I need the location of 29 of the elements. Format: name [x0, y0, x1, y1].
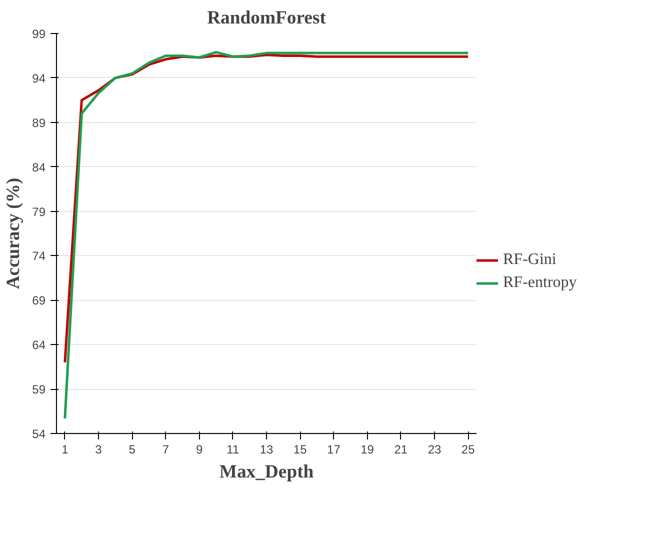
y-tick-label: 64 [32, 338, 46, 352]
x-tick-label: 25 [461, 442, 476, 456]
y-tick-label: 74 [32, 249, 46, 264]
y-tick-label: 54 [32, 427, 46, 441]
chart-title: RandomForest [207, 8, 327, 28]
x-axis-title: Max_Depth [219, 462, 314, 482]
y-tick-label: 84 [32, 160, 46, 174]
y-tick-label: 69 [32, 294, 46, 308]
y-tick-label: 79 [32, 204, 46, 219]
x-tick-label: 19 [360, 442, 374, 456]
legend-label: RF-entropy [503, 274, 577, 292]
x-tick-label: 15 [293, 442, 308, 456]
x-tick-label: 21 [394, 442, 408, 456]
legend-label: RF-Gini [503, 251, 556, 269]
x-tick-label: 13 [260, 442, 274, 456]
x-tick-label: 17 [327, 442, 341, 456]
x-tick-label: 9 [196, 442, 203, 456]
x-tick-label: 11 [226, 442, 240, 456]
x-tick-label: 7 [162, 442, 170, 456]
y-tick-label: 94 [32, 71, 46, 86]
x-tick-label: 1 [62, 442, 69, 456]
y-tick-label: 89 [32, 116, 46, 130]
y-tick-label: 99 [32, 27, 46, 41]
x-tick-label: 3 [95, 442, 102, 456]
x-tick-label: 23 [428, 442, 442, 456]
y-axis-title: Accuracy (%) [3, 178, 24, 290]
y-tick-label: 59 [32, 382, 46, 397]
x-tick-label: 5 [128, 442, 136, 456]
line-series [64, 50, 470, 420]
